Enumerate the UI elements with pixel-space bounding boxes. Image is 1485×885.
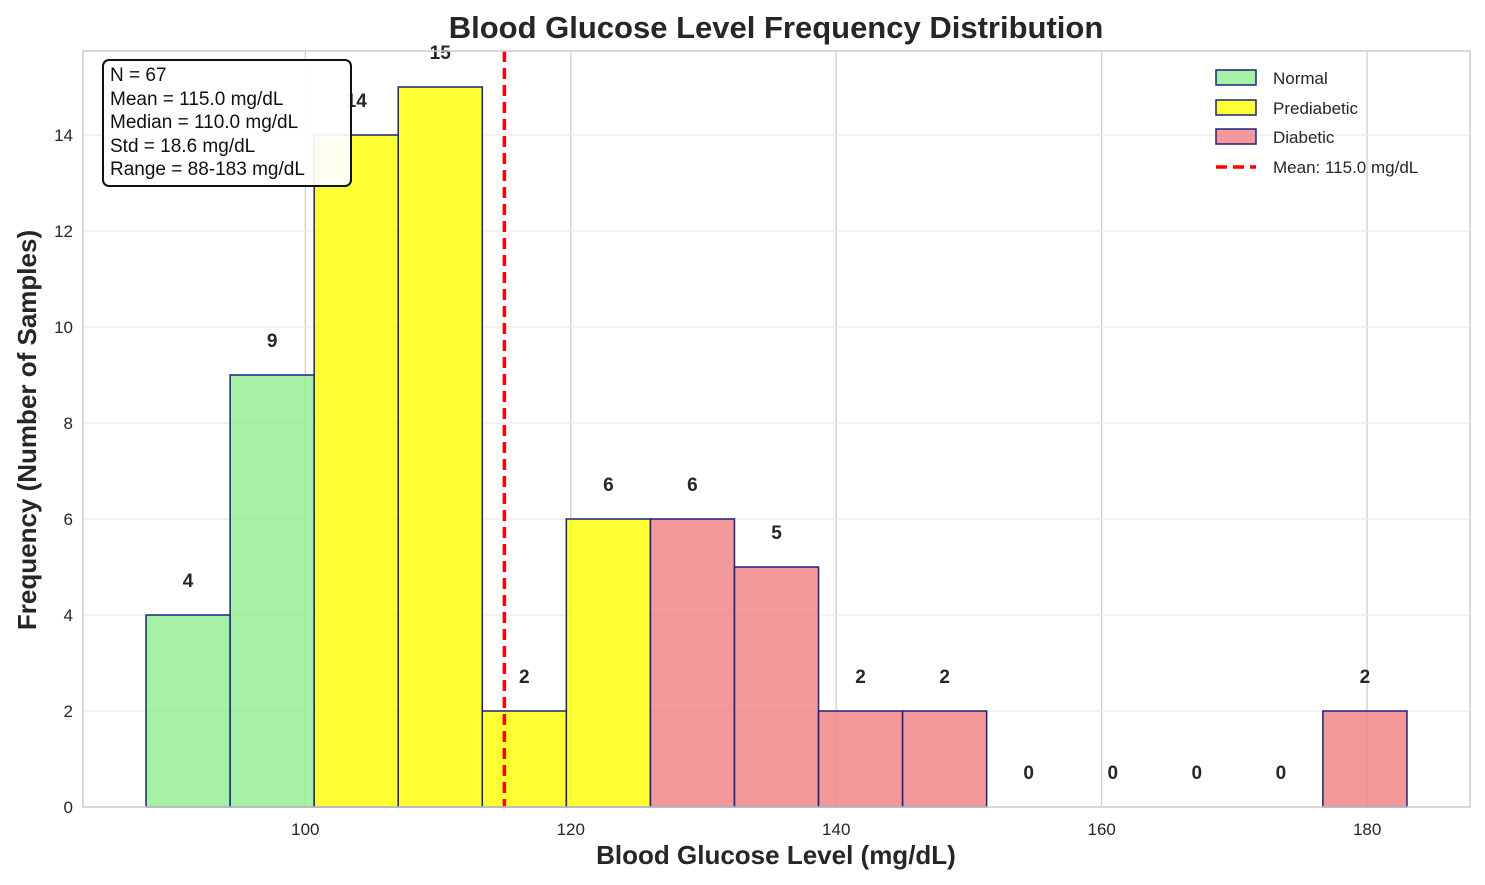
stats-line-range: Range = 88-183 mg/dL: [110, 159, 305, 180]
histogram-bar-10-diabetic: [901, 710, 988, 808]
y-tick-label-4: 4: [64, 606, 73, 625]
legend-label-normal: Normal: [1273, 69, 1328, 88]
histogram-bar-5-prediabetic: [481, 710, 568, 808]
bars-layer: [145, 86, 1408, 808]
bar-count-label-11: 0: [1023, 763, 1034, 784]
legend-label-prediabetic: Prediabetic: [1273, 99, 1359, 118]
y-tick-label-14: 14: [54, 126, 73, 145]
ticks-layer: 100 120 140 160 180 0 2 4 6 8 10 12 14: [54, 126, 1381, 839]
x-tick-label-120: 120: [557, 820, 585, 839]
bar-count-label-6: 6: [603, 475, 614, 496]
histogram-bar-6-prediabetic: [565, 518, 652, 808]
stats-box-frame: [102, 59, 352, 187]
stats-box: N = 67 Mean = 115.0 mg/dL Median = 110.0…: [102, 59, 352, 187]
legend-swatch-diabetic: [1215, 128, 1257, 145]
bar-count-label-2: 9: [267, 331, 278, 352]
bar-count-label-12: 0: [1107, 763, 1118, 784]
y-tick-label-2: 2: [64, 702, 73, 721]
y-axis-label: Frequency (Number of Samples): [12, 230, 42, 630]
histogram-bar-3-prediabetic: [313, 134, 399, 808]
y-tick-label-10: 10: [54, 318, 73, 337]
x-tick-label-140: 140: [822, 820, 850, 839]
legend-label-mean: Mean: 115.0 mg/dL: [1273, 158, 1418, 177]
histogram-bar-2-normal: [229, 374, 315, 808]
bar-count-label-13: 0: [1192, 763, 1203, 784]
bar-count-label-14: 0: [1276, 763, 1287, 784]
legend-swatch-prediabetic: [1215, 99, 1257, 116]
legend-swatch-normal: [1215, 69, 1257, 86]
y-tick-label-6: 6: [64, 510, 73, 529]
x-tick-label-180: 180: [1353, 820, 1381, 839]
x-tick-label-160: 160: [1087, 820, 1115, 839]
x-axis-label: Blood Glucose Level (mg/dL): [596, 840, 956, 870]
y-tick-label-8: 8: [64, 414, 73, 433]
bar-count-label-9: 2: [855, 667, 866, 688]
bar-count-label-10: 2: [939, 667, 950, 688]
y-tick-label-12: 12: [54, 222, 73, 241]
plot-frame: [82, 50, 1471, 808]
histogram-bar-8-diabetic: [733, 566, 820, 808]
histogram-bar-1-normal: [145, 614, 231, 808]
bar-count-label-1: 4: [183, 571, 194, 592]
legend: Normal Prediabetic Diabetic Mean: 115.0 …: [1215, 69, 1418, 177]
bar-count-label-7: 6: [687, 475, 698, 496]
stats-line-n: N = 67: [110, 65, 167, 86]
stats-line-mean: Mean = 115.0 mg/dL: [110, 89, 283, 110]
histogram-bar-7-diabetic: [649, 518, 736, 808]
bar-count-label-4: 15: [430, 43, 452, 64]
y-tick-label-0: 0: [64, 798, 73, 817]
bar-count-label-5: 2: [519, 667, 530, 688]
bar-count-label-15: 2: [1360, 667, 1371, 688]
histogram-bar-4-prediabetic: [397, 86, 484, 808]
histogram-bar-9-diabetic: [817, 710, 904, 808]
stats-line-median: Median = 110.0 mg/dL: [110, 112, 298, 133]
histogram-bar-15-diabetic: [1322, 710, 1408, 808]
legend-label-diabetic: Diabetic: [1273, 128, 1335, 147]
stats-line-std: Std = 18.6 mg/dL: [110, 136, 255, 157]
x-tick-label-100: 100: [291, 820, 319, 839]
bar-count-label-8: 5: [771, 523, 782, 544]
chart-title: Blood Glucose Level Frequency Distributi…: [449, 10, 1104, 45]
